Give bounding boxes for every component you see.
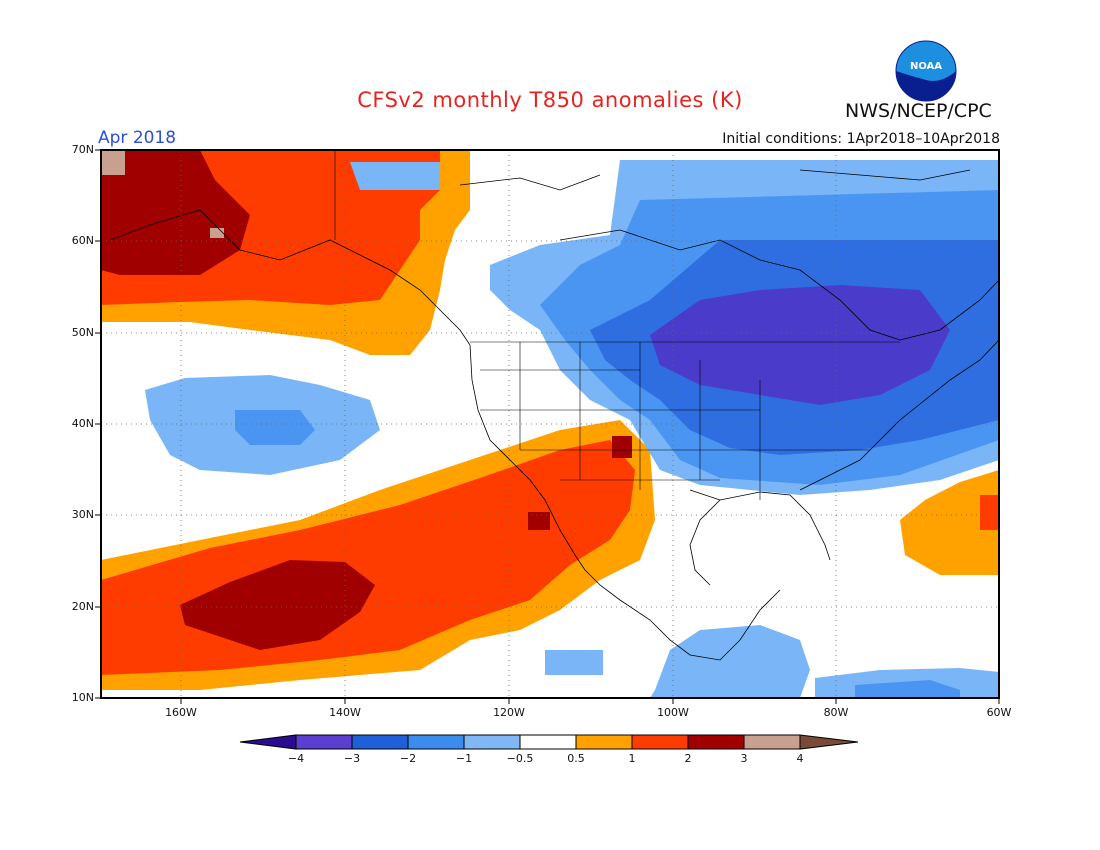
- lat-label-60n: 60N: [71, 234, 94, 247]
- colorbar-label: 0.5: [567, 752, 585, 765]
- lon-label-80w: 80W: [823, 706, 849, 719]
- agency-label: NWS/NCEP/CPC: [845, 100, 992, 122]
- colorbar-label: 1: [628, 752, 636, 765]
- colorbar-min-arrow: [239, 734, 297, 750]
- colorbar-label: 4: [796, 752, 804, 765]
- logo-text: NOAA: [910, 61, 942, 72]
- lat-label-40n: 40N: [71, 417, 94, 430]
- lat-label-10n: 10N: [71, 691, 94, 704]
- colorbar-label: −1: [455, 752, 473, 765]
- lon-label-120w: 120W: [493, 706, 525, 719]
- borders: [334, 150, 900, 500]
- colorbar-label: 3: [740, 752, 748, 765]
- lat-label-70n: 70N: [71, 143, 94, 156]
- lat-label-50n: 50N: [71, 326, 94, 339]
- colorbar-label: −3: [343, 752, 361, 765]
- month-label: Apr 2018: [98, 128, 177, 148]
- coastlines: [109, 169, 1000, 661]
- lon-label-100w: 100W: [657, 706, 689, 719]
- lat-label-20n: 20N: [71, 600, 94, 613]
- warm-region-atlantic: [900, 470, 999, 575]
- cold-region-weak: [350, 162, 440, 190]
- colorbar: [239, 734, 859, 750]
- colorbar-label: −2: [399, 752, 417, 765]
- cold-region-central-america: [650, 625, 810, 698]
- cold-region-core: [650, 285, 950, 405]
- very-hot-cell: [101, 150, 125, 175]
- hot-region-hawaii: [180, 560, 375, 650]
- map-title: CFSv2 monthly T850 anomalies (K): [357, 88, 743, 112]
- initial-conditions-label: Initial conditions: 1Apr2018–10Apr2018: [722, 131, 1000, 147]
- lat-label-30n: 30N: [71, 508, 94, 521]
- lon-label-60w: 60W: [986, 706, 1012, 719]
- colorbar-label: −4: [287, 752, 305, 765]
- lon-label-160w: 160W: [165, 706, 197, 719]
- hot-region-alaska: [101, 150, 250, 275]
- colorbar-label: −0.5: [506, 752, 534, 765]
- lon-label-140w: 140W: [329, 706, 361, 719]
- noaa-logo: NOAA: [895, 40, 957, 102]
- colorbar-max-arrow: [799, 734, 859, 750]
- colorbar-label: 2: [684, 752, 692, 765]
